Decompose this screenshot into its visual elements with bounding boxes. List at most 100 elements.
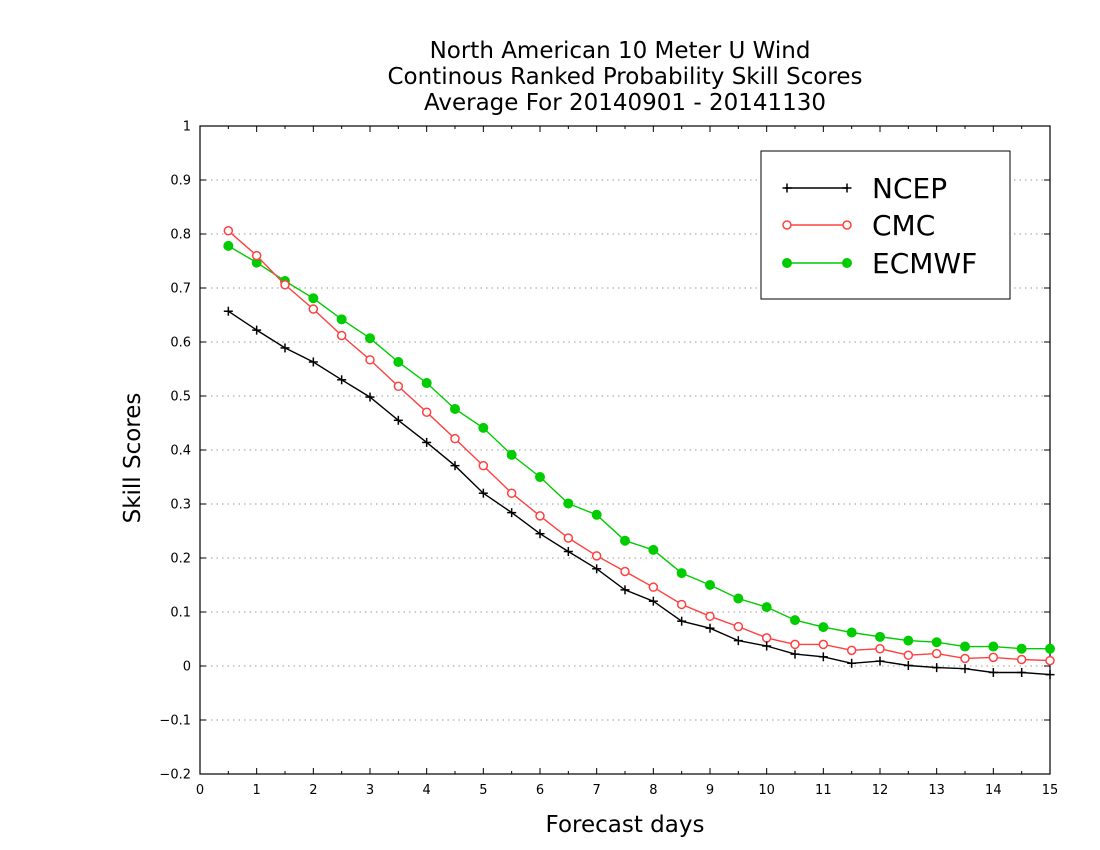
- data-point-ncep: [535, 529, 545, 539]
- legend-item-ecmwf: ECMWF: [782, 247, 977, 280]
- data-point-cmc: [478, 460, 489, 471]
- data-point-ecmwf: [705, 580, 715, 590]
- y-tick-label: 0: [183, 660, 191, 675]
- data-point-ncep: [365, 392, 375, 402]
- x-tick-label: 9: [706, 783, 714, 798]
- data-point-cmc: [393, 381, 404, 392]
- legend: NCEP CMC ECMWF: [760, 150, 1011, 300]
- x-axis-label: Forecast days: [546, 812, 705, 838]
- data-point-ecmwf: [563, 498, 574, 509]
- data-point-ncep: [393, 415, 403, 425]
- data-point-cmc: [308, 304, 319, 314]
- data-point-ecmwf: [903, 635, 914, 646]
- data-point-cmc: [506, 488, 517, 498]
- data-point-ecmwf: [478, 422, 489, 433]
- data-point-ecmwf: [988, 641, 999, 652]
- data-point-ecmwf: [506, 449, 517, 460]
- y-axis-label: Skill Scores: [120, 393, 146, 524]
- chart-title-line-3: Average For 20140901 - 20141130: [424, 90, 826, 116]
- x-tick-label: 11: [815, 783, 832, 798]
- data-point-ecmwf: [450, 403, 460, 414]
- y-tick-label: 0.7: [170, 282, 191, 297]
- data-point-ncep: [818, 652, 828, 662]
- data-point-ncep: [507, 508, 517, 518]
- data-point-ecmwf: [421, 378, 432, 389]
- y-tick-label: 0.3: [170, 498, 191, 513]
- data-point-ncep: [790, 649, 800, 659]
- data-point-ecmwf: [846, 627, 857, 638]
- y-tick-label: 0.9: [170, 174, 191, 189]
- data-point-cmc: [733, 621, 744, 632]
- data-point-ncep: [280, 343, 290, 353]
- series-group: [223, 226, 1055, 680]
- y-tick-label: 0.6: [170, 336, 191, 351]
- data-point-ecmwf: [931, 637, 942, 648]
- data-point-cmc: [676, 599, 687, 610]
- data-point-ecmwf: [223, 240, 234, 251]
- data-point-cmc: [223, 226, 234, 236]
- x-tick-label: 8: [649, 783, 657, 798]
- data-point-cmc: [705, 611, 715, 622]
- data-point-cmc: [336, 330, 347, 341]
- data-point-ncep: [592, 564, 602, 574]
- data-point-ncep: [648, 596, 658, 606]
- data-point-ecmwf: [790, 615, 800, 626]
- y-tick-label: 0.8: [170, 228, 191, 243]
- data-point-ecmwf: [733, 593, 744, 604]
- series-line-ncep: [227, 310, 1051, 676]
- data-point-ecmwf: [591, 509, 602, 520]
- y-tick-label: −0.2: [159, 768, 191, 783]
- data-point-ncep: [932, 663, 942, 673]
- data-point-ncep: [450, 461, 460, 471]
- data-point-ecmwf: [761, 602, 772, 613]
- gridlines: [200, 179, 1050, 721]
- legend-marker-ncep: [842, 183, 852, 193]
- data-point-ecmwf: [1016, 643, 1027, 654]
- data-point-ncep: [847, 658, 857, 668]
- y-tick-label: 0.5: [170, 390, 191, 405]
- data-point-ncep: [960, 664, 970, 674]
- x-tick-label: 15: [1042, 783, 1059, 798]
- data-point-cmc: [421, 407, 432, 417]
- data-point-ncep: [308, 357, 318, 367]
- data-point-cmc: [761, 633, 772, 643]
- data-point-cmc: [818, 639, 829, 650]
- data-point-ncep: [903, 660, 913, 670]
- x-tick-label: 3: [366, 783, 374, 798]
- legend-marker-cmc: [782, 220, 792, 230]
- data-point-ecmwf: [818, 622, 829, 633]
- series-ncep: [223, 306, 1055, 680]
- x-tick-label: 4: [423, 783, 431, 798]
- x-tick-label: 0: [196, 783, 204, 798]
- data-point-cmc: [931, 648, 942, 659]
- data-point-ncep: [988, 667, 998, 677]
- data-point-cmc: [846, 645, 857, 656]
- y-tick-label: 0.2: [170, 552, 191, 567]
- data-point-ecmwf: [648, 544, 659, 555]
- x-tick-label: 13: [928, 783, 945, 798]
- x-tick-label: 1: [253, 783, 261, 798]
- data-point-ecmwf: [676, 568, 687, 579]
- data-point-cmc: [875, 643, 885, 654]
- data-point-cmc: [1016, 654, 1027, 665]
- data-point-ncep: [762, 641, 772, 651]
- series-ecmwf: [223, 240, 1055, 654]
- data-point-cmc: [1045, 655, 1055, 666]
- data-point-cmc: [988, 652, 999, 663]
- data-point-ecmwf: [620, 535, 630, 546]
- data-point-ecmwf: [1045, 643, 1055, 654]
- data-point-cmc: [251, 250, 262, 261]
- data-point-ncep: [1017, 667, 1027, 677]
- data-point-ncep: [733, 636, 743, 646]
- data-point-ecmwf: [875, 631, 885, 642]
- data-point-cmc: [563, 533, 574, 543]
- data-point-ecmwf: [393, 356, 404, 367]
- legend-label-cmc: CMC: [872, 209, 935, 242]
- legend-item-cmc: CMC: [782, 209, 935, 242]
- data-point-cmc: [450, 433, 460, 444]
- data-point-ecmwf: [535, 472, 545, 482]
- legend-marker-ecmwf: [842, 258, 852, 268]
- x-tick-label: 6: [536, 783, 544, 798]
- data-point-cmc: [648, 582, 659, 592]
